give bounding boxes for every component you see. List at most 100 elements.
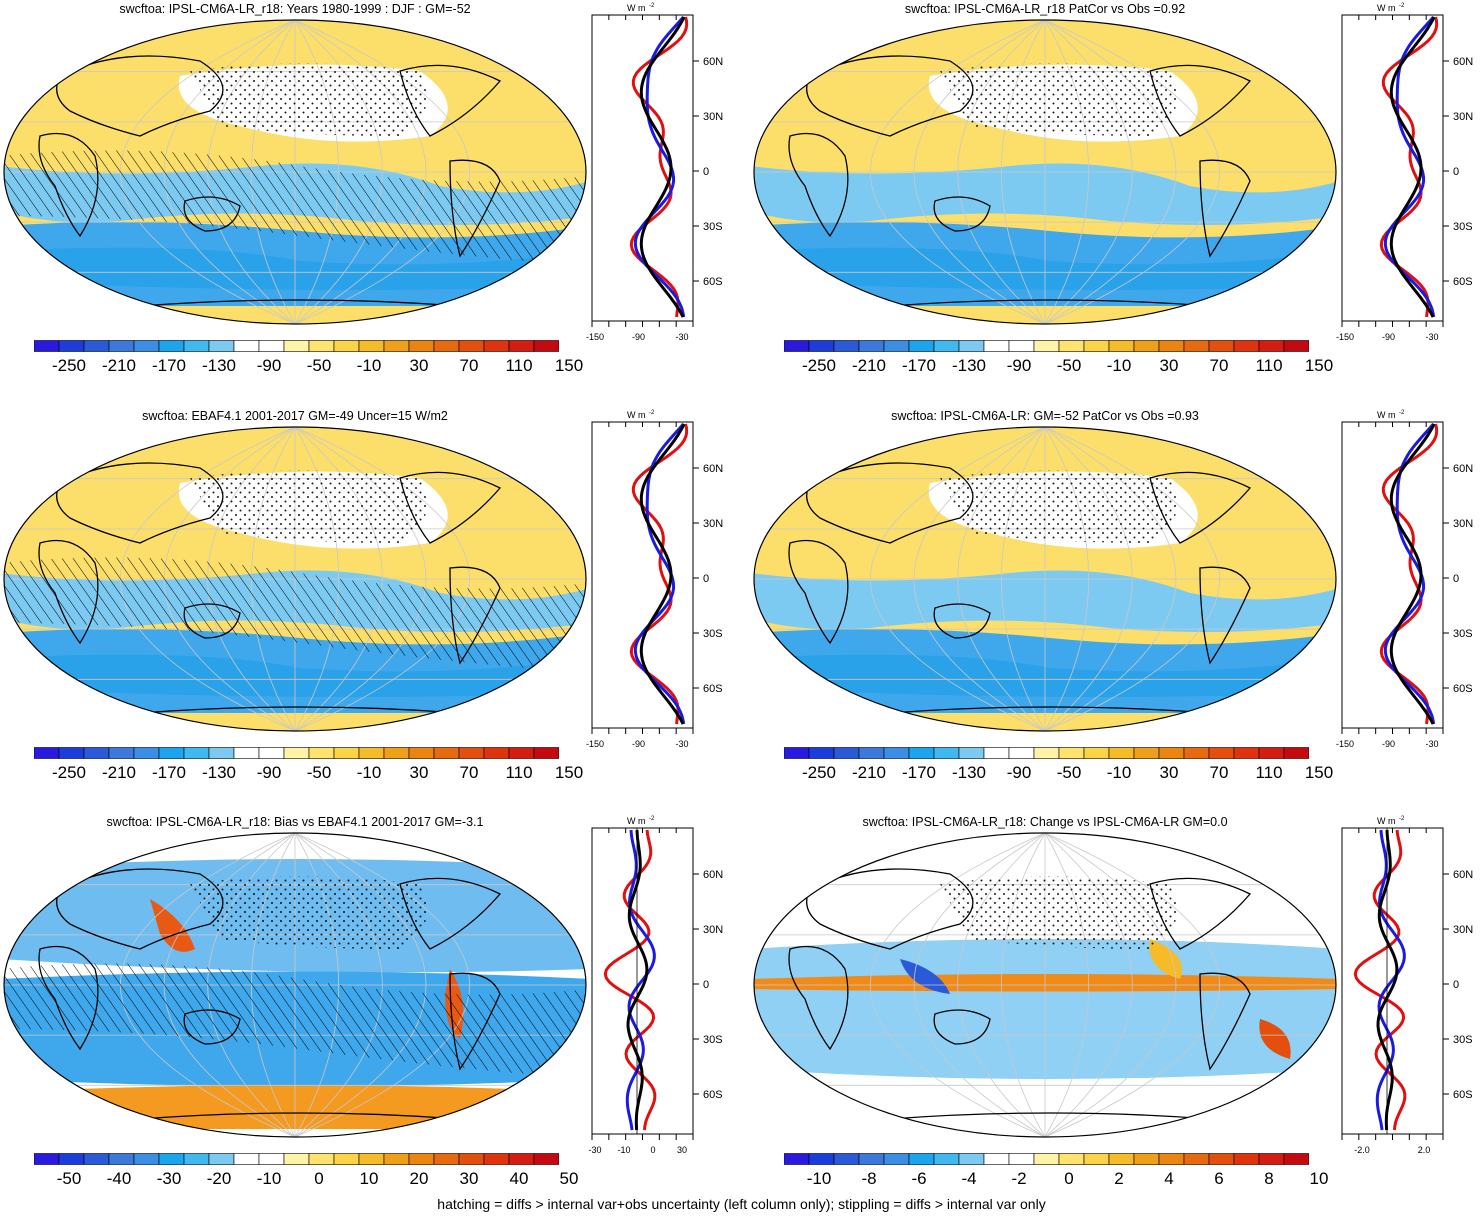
colorbar-swatch bbox=[1208, 1153, 1235, 1165]
colorbar-swatch bbox=[1258, 1153, 1285, 1165]
colorbar-swatch bbox=[1008, 1153, 1035, 1165]
profile-unit: W m bbox=[627, 410, 646, 420]
profile-x-tick-label: -150 bbox=[1336, 739, 1354, 749]
colorbar-swatch bbox=[1258, 340, 1285, 352]
colorbar-swatch bbox=[533, 747, 559, 759]
colorbar-swatch bbox=[908, 1153, 935, 1165]
colorbar-labels: -250 -210 -170 -130 -90 -50 -10 30 70 110 150 bbox=[784, 763, 1333, 785]
colorbar-tick-label: 150 bbox=[1304, 763, 1334, 782]
colorbar-swatch bbox=[533, 1153, 559, 1165]
colorbar bbox=[784, 340, 1309, 352]
colorbar-swatch bbox=[458, 340, 485, 352]
panel-title: swcftoa: IPSL-CM6A-LR_r18: Years 1980-19… bbox=[119, 2, 471, 16]
colorbar-tick-label: -130 bbox=[201, 763, 237, 782]
model-profile-line bbox=[626, 829, 649, 1131]
colorbar-swatch bbox=[433, 747, 460, 759]
profile-frame bbox=[591, 421, 694, 729]
latitude-tick-label: 60N bbox=[703, 869, 723, 881]
colorbar-swatch bbox=[233, 340, 260, 352]
panel-title: swcftoa: IPSL-CM6A-LR_r18: Change vs IPS… bbox=[862, 815, 1228, 829]
colorbar-tick-label: -250 bbox=[801, 763, 837, 782]
colorbar-swatch bbox=[258, 340, 285, 352]
colorbar-swatch bbox=[958, 1153, 985, 1165]
colorbar-swatch bbox=[133, 340, 160, 352]
colorbar-tick-label: -130 bbox=[951, 356, 987, 375]
colorbar-tick-label: -4 bbox=[961, 1169, 977, 1188]
panel-model-patcor: swcftoa: IPSL-CM6A-LR_r18 PatCor vs Obs … bbox=[750, 0, 1483, 405]
colorbar-tick-label: -50 bbox=[306, 356, 332, 375]
colorbar-swatch bbox=[833, 340, 860, 352]
latitude-tick-label: 60S bbox=[703, 276, 723, 288]
colorbar-tick-label: -50 bbox=[306, 763, 332, 782]
latitude-tick-label: 30S bbox=[1453, 628, 1473, 640]
colorbar-tick-label: 70 bbox=[459, 763, 479, 782]
colorbar-swatch bbox=[1133, 340, 1160, 352]
colorbar bbox=[784, 1153, 1309, 1165]
colorbar-tick-label: -210 bbox=[101, 356, 137, 375]
colorbar-tick-label: 10 bbox=[1309, 1169, 1329, 1188]
colorbar-tick-label: -250 bbox=[51, 763, 87, 782]
colorbar-swatch bbox=[358, 747, 385, 759]
colorbar-labels: -250 -210 -170 -130 -90 -50 -10 30 70 110 150 bbox=[34, 763, 583, 785]
profile-x-tick-label: -90 bbox=[632, 739, 645, 749]
latitude-tick-label: 60N bbox=[703, 56, 723, 68]
colorbar-swatch bbox=[258, 747, 285, 759]
colorbar-swatch bbox=[158, 340, 185, 352]
colorbar-swatch bbox=[1033, 1153, 1060, 1165]
panel-title: swcftoa: IPSL-CM6A-LR_r18 PatCor vs Obs … bbox=[904, 2, 1186, 16]
panel-bias-vs-obs: swcftoa: IPSL-CM6A-LR_r18: Bias vs EBAF4… bbox=[0, 813, 741, 1218]
panel-obs-ebaf: swcftoa: EBAF4.1 2001-2017 GM=-49 Uncer=… bbox=[0, 407, 741, 812]
colorbar-swatch bbox=[358, 1153, 385, 1165]
colorbar-swatch bbox=[1208, 747, 1235, 759]
colorbar-swatch bbox=[483, 1153, 510, 1165]
colorbar-tick-label: 70 bbox=[1209, 763, 1229, 782]
latitude-tick-label: 30N bbox=[1453, 518, 1473, 530]
profile-x-tick-label: -10 bbox=[617, 1145, 630, 1155]
panel-title: swcftoa: IPSL-CM6A-LR: GM=-52 PatCor vs … bbox=[891, 409, 1199, 423]
profile-unit-exponent: -2 bbox=[1399, 3, 1405, 9]
profile-x-tick-label: -150 bbox=[586, 332, 604, 342]
colorbar-tick-label: -250 bbox=[51, 356, 87, 375]
colorbar-swatch bbox=[1283, 340, 1309, 352]
colorbar-tick-label: -250 bbox=[801, 356, 837, 375]
profile-unit: W m bbox=[1377, 3, 1396, 13]
colorbar-tick-label: 0 bbox=[1064, 1169, 1074, 1188]
colorbar-swatch bbox=[333, 747, 360, 759]
latitude-tick-label: 60S bbox=[703, 1089, 723, 1101]
obs-profile-line bbox=[629, 423, 689, 725]
panel-title: swcftoa: EBAF4.1 2001-2017 GM=-49 Uncer=… bbox=[142, 409, 448, 423]
colorbar-swatch bbox=[1058, 747, 1085, 759]
colorbar-swatch bbox=[308, 340, 335, 352]
colorbar-swatch bbox=[83, 1153, 110, 1165]
colorbar-tick-label: 6 bbox=[1214, 1169, 1224, 1188]
colorbar-tick-label: -8 bbox=[861, 1169, 877, 1188]
colorbar-swatch bbox=[1108, 747, 1135, 759]
colorbar-swatch bbox=[1008, 747, 1035, 759]
panel-change-vs-reference: swcftoa: IPSL-CM6A-LR_r18: Change vs IPS… bbox=[750, 813, 1483, 1218]
colorbar-swatch bbox=[858, 747, 885, 759]
colorbar-swatch bbox=[133, 747, 160, 759]
colorbar-tick-label: 150 bbox=[1304, 356, 1334, 375]
colorbar-swatch bbox=[883, 340, 910, 352]
colorbar-swatch bbox=[784, 1153, 810, 1165]
colorbar-tick-label: -40 bbox=[106, 1169, 132, 1188]
profile-unit: W m bbox=[627, 3, 646, 13]
latitude-tick-label: 30S bbox=[703, 221, 723, 233]
colorbar-tick-label: 8 bbox=[1264, 1169, 1274, 1188]
latitude-tick-label: 0 bbox=[1453, 573, 1459, 585]
colorbar-tick-label: -10 bbox=[356, 356, 382, 375]
colorbar-swatch bbox=[383, 747, 410, 759]
latitude-tick-label: 30S bbox=[1453, 1034, 1473, 1046]
colorbar-swatch bbox=[1283, 1153, 1309, 1165]
obs-profile-line bbox=[629, 16, 689, 318]
latitude-tick-label: 30N bbox=[1453, 111, 1473, 123]
colorbar-swatch bbox=[1108, 340, 1135, 352]
colorbar-swatch bbox=[483, 340, 510, 352]
colorbar-swatch bbox=[883, 1153, 910, 1165]
colorbar-swatch bbox=[1183, 1153, 1210, 1165]
colorbar-swatch bbox=[408, 340, 435, 352]
colorbar-swatch bbox=[508, 1153, 535, 1165]
latitude-tick-label: 30S bbox=[703, 628, 723, 640]
colorbar-swatch bbox=[433, 1153, 460, 1165]
colorbar-swatch bbox=[1083, 340, 1110, 352]
